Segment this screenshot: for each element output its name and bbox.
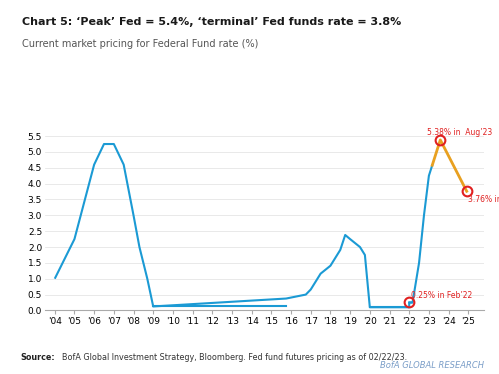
Text: 3.76% in Dec’24: 3.76% in Dec’24 [468,195,499,204]
Text: BofA GLOBAL RESEARCH: BofA GLOBAL RESEARCH [380,361,484,370]
Text: Current market pricing for Federal Fund rate (%): Current market pricing for Federal Fund … [22,39,259,49]
Text: BofA Global Investment Strategy, Bloomberg. Fed fund futures pricing as of 02/22: BofA Global Investment Strategy, Bloombe… [57,353,408,362]
Text: Source:: Source: [20,353,54,362]
Text: 5.38% in  Aug’23: 5.38% in Aug’23 [427,128,492,137]
Text: 0.25% in Feb’22: 0.25% in Feb’22 [411,291,473,300]
Text: Chart 5: ‘Peak’ Fed = 5.4%, ‘terminal’ Fed funds rate = 3.8%: Chart 5: ‘Peak’ Fed = 5.4%, ‘terminal’ F… [22,17,402,27]
